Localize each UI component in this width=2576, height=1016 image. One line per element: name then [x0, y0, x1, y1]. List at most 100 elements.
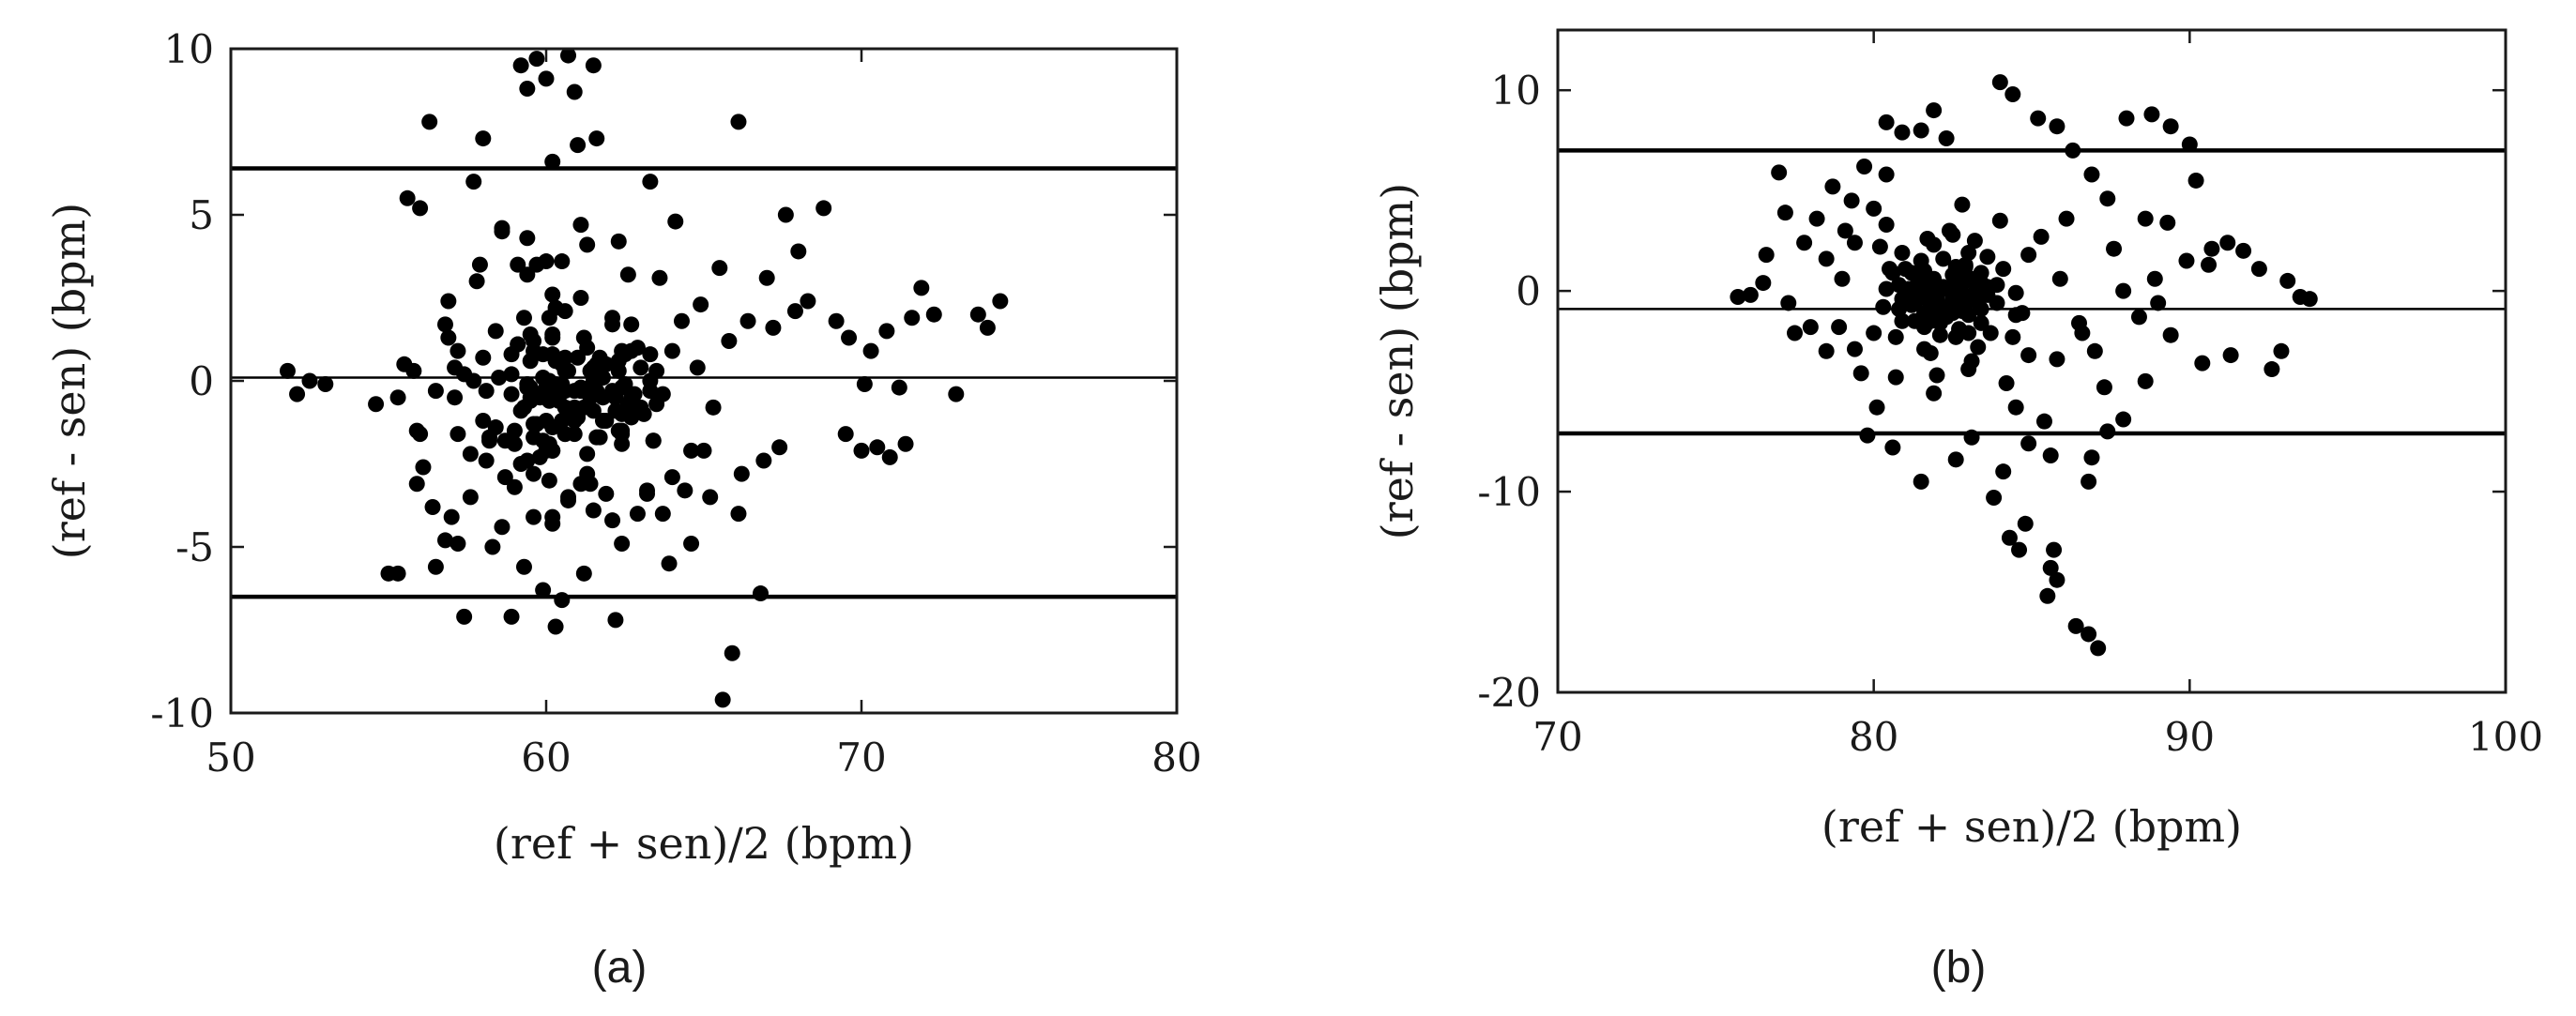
chart-b-point-161	[1922, 312, 1939, 329]
chart-a-point-32	[588, 130, 605, 147]
chart-a-point-131	[487, 323, 504, 340]
chart-b-point-195	[1831, 319, 1848, 336]
chart-a-point-144	[506, 422, 523, 439]
chart-b-ytick-label-1: -10	[1477, 469, 1541, 515]
chart-a-point-163	[556, 303, 573, 320]
chart-b-point-52	[2011, 541, 2028, 558]
chart-b-point-17	[2030, 110, 2047, 127]
chart-b-point-118	[1960, 361, 1977, 378]
chart-b-point-91	[1834, 270, 1851, 287]
chart-a-point-152	[639, 485, 656, 502]
chart-a-xtick-label-0: 50	[206, 735, 255, 781]
chart-a-point-240	[633, 359, 649, 376]
chart-a-ytick-label-1: -5	[175, 524, 214, 570]
chart-b-point-169	[1926, 298, 1943, 315]
chart-b-point-109	[2007, 399, 2024, 416]
chart-b-point-24	[2162, 118, 2179, 135]
chart-b-xtick-label-2: 90	[2165, 714, 2215, 760]
chart-b-point-166	[2004, 328, 2021, 345]
chart-b-point-27	[2203, 240, 2220, 257]
chart-b-point-102	[2007, 284, 2024, 301]
chart-a-point-145	[579, 446, 596, 463]
chart-a-points	[279, 47, 1009, 708]
chart-b-point-1	[1742, 286, 1759, 303]
chart-b-reflines	[1558, 148, 2506, 436]
chart-b-point-114	[1878, 281, 1895, 297]
chart-b-point-15	[1991, 74, 2008, 91]
chart-a-point-74	[554, 253, 571, 270]
chart-a-point-110	[468, 273, 485, 290]
chart-a-point-255	[515, 558, 532, 575]
chart-b-point-81	[1871, 238, 1888, 255]
chart-a-point-239	[604, 383, 621, 400]
chart-b-point-98	[2020, 247, 2037, 264]
chart-a-point-259	[755, 452, 772, 469]
chart-b-point-97	[1846, 341, 1863, 357]
chart-a-point-25	[544, 153, 561, 170]
chart-b-point-179	[2178, 252, 2195, 269]
chart-a-point-181	[604, 316, 621, 333]
chart-a-point-278	[705, 399, 722, 416]
chart-a-point-56	[478, 383, 495, 400]
chart-a-point-15	[465, 174, 482, 190]
chart-b-point-5	[1787, 325, 1803, 341]
chart-a-point-229	[591, 353, 608, 370]
chart-b-point-183	[2096, 379, 2112, 396]
chart-b-point-47	[2049, 571, 2065, 588]
chart-b-point-107	[1960, 325, 1977, 341]
chart-a-point-160	[496, 469, 513, 486]
chart-a-point-119	[610, 233, 627, 250]
chart-b-point-181	[2115, 282, 2132, 299]
chart-a-point-127	[572, 290, 589, 306]
chart-a-point-270	[693, 296, 709, 313]
chart-b-point-51	[2001, 529, 2018, 546]
chart-b-point-182	[2137, 210, 2154, 227]
chart-a-point-129	[579, 236, 596, 253]
chart-a-point-279	[730, 506, 747, 523]
chart-a-point-130	[465, 372, 482, 389]
chart-a-point-265	[841, 329, 858, 346]
chart-b-point-14	[1938, 130, 1955, 147]
chart-a-point-35	[714, 691, 731, 708]
chart-b-point-185	[2150, 295, 2167, 311]
chart-b-point-13	[1926, 102, 1943, 119]
chart-a-point-201	[531, 389, 548, 406]
chart-a-point-105	[598, 485, 615, 502]
chart-a-ticks: 50 60 70 80 -10 -5 0 5 10	[150, 26, 1201, 781]
chart-a-point-14	[456, 608, 473, 625]
chart-a-point-39	[777, 206, 794, 223]
chart-b-point-186	[2035, 413, 2052, 430]
chart-b-ytick-label-0: -20	[1477, 670, 1541, 716]
chart-b-point-42	[2083, 449, 2100, 466]
chart-a-point-273	[800, 293, 816, 310]
chart-b-point-32	[2279, 272, 2296, 289]
chart-a-point-189	[481, 432, 498, 449]
chart-b-point-177	[2146, 270, 2163, 287]
chart-b-point-127	[1875, 298, 1892, 315]
chart-a-point-256	[683, 535, 700, 552]
chart-b-point-35	[2273, 342, 2290, 359]
chart-b-point-48	[2067, 617, 2084, 634]
chart-b-point-63	[1887, 369, 1904, 386]
chart-a-point-204	[579, 340, 596, 356]
chart-a-point-73	[654, 506, 671, 523]
chart-a-point-37	[730, 114, 747, 130]
chart-a-point-136	[651, 269, 668, 286]
chart-a-point-214	[503, 386, 520, 402]
chart-b-point-74	[1878, 166, 1895, 183]
chart-b-point-75	[1954, 196, 1971, 213]
chart-a-point-45	[881, 448, 898, 465]
chart-a-point-268	[904, 310, 921, 326]
chart-b-point-193	[1796, 235, 1813, 251]
chart-a-point-20	[512, 57, 529, 74]
chart-a-point-11	[421, 114, 438, 130]
chart-b-point-10	[1878, 114, 1895, 130]
chart-a-point-208	[635, 405, 652, 422]
chart-b-point-16	[2004, 85, 2021, 102]
chart-a-point-26	[547, 618, 564, 635]
chart-a-point-27	[554, 592, 571, 609]
chart-a-point-42	[837, 426, 854, 443]
chart-a-point-192	[506, 435, 523, 452]
chart-b-point-2	[1758, 247, 1775, 264]
